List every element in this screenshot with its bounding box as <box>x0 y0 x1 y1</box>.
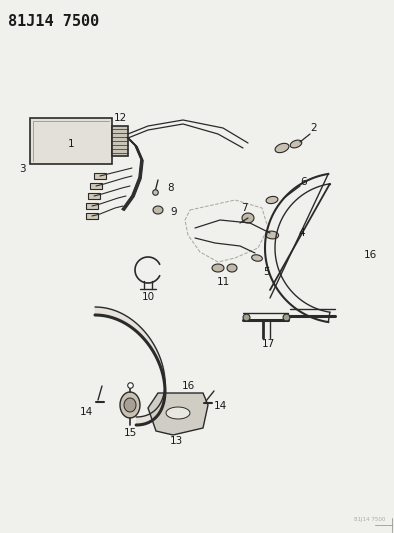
Polygon shape <box>266 231 279 239</box>
Text: 6: 6 <box>301 177 307 187</box>
Text: 12: 12 <box>113 113 126 123</box>
Text: 16: 16 <box>181 381 195 391</box>
Text: 16: 16 <box>363 250 377 260</box>
Text: 81J14 7500: 81J14 7500 <box>354 518 386 522</box>
Text: 3: 3 <box>19 164 25 174</box>
Polygon shape <box>290 140 302 148</box>
Text: 14: 14 <box>79 407 93 417</box>
Text: 1: 1 <box>68 139 74 149</box>
Polygon shape <box>275 143 289 152</box>
Polygon shape <box>266 196 278 204</box>
Polygon shape <box>242 213 254 223</box>
Text: 11: 11 <box>216 277 230 287</box>
FancyBboxPatch shape <box>112 126 128 156</box>
Text: 81J14 7500: 81J14 7500 <box>8 14 99 29</box>
Text: 4: 4 <box>299 228 305 238</box>
Text: 9: 9 <box>170 207 177 217</box>
Text: 10: 10 <box>141 292 154 302</box>
Polygon shape <box>227 264 237 272</box>
Polygon shape <box>148 393 208 435</box>
Text: 2: 2 <box>311 123 317 133</box>
Text: 7: 7 <box>241 203 247 213</box>
Polygon shape <box>252 255 262 261</box>
Text: 14: 14 <box>214 401 227 411</box>
Polygon shape <box>153 206 163 214</box>
FancyBboxPatch shape <box>86 213 98 219</box>
Text: 13: 13 <box>169 436 183 446</box>
FancyBboxPatch shape <box>30 118 112 164</box>
Polygon shape <box>120 392 140 418</box>
FancyBboxPatch shape <box>90 183 102 189</box>
Text: 17: 17 <box>261 339 275 349</box>
Polygon shape <box>166 407 190 419</box>
Text: 5: 5 <box>264 267 270 277</box>
FancyBboxPatch shape <box>88 193 100 199</box>
FancyBboxPatch shape <box>94 173 106 179</box>
Text: 8: 8 <box>167 183 174 193</box>
FancyBboxPatch shape <box>86 203 98 209</box>
Text: 15: 15 <box>123 428 137 438</box>
Polygon shape <box>124 398 136 412</box>
Polygon shape <box>212 264 224 272</box>
